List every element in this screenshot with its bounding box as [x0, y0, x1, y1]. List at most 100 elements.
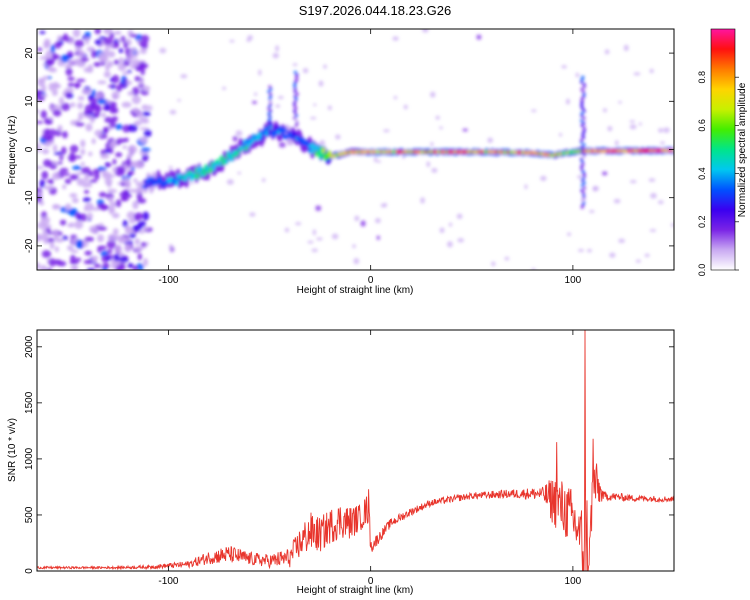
noise-blob	[41, 84, 47, 93]
noise-blob	[83, 189, 90, 194]
noise-blob	[141, 104, 149, 111]
noise-blob	[62, 172, 70, 176]
noise-blob	[613, 198, 621, 204]
noise-blob	[105, 205, 110, 210]
noise-blob	[107, 188, 118, 194]
spur-blob	[582, 143, 586, 147]
noise-blob	[114, 30, 122, 36]
ridge-core	[321, 147, 326, 154]
noise-blob	[67, 58, 73, 68]
noise-blob	[254, 92, 258, 96]
noise-blob	[128, 218, 136, 224]
noise-blob	[39, 179, 46, 188]
noise-blob	[140, 118, 150, 124]
noise-blob	[135, 181, 144, 187]
noise-blob	[40, 93, 48, 97]
noise-blob	[41, 170, 49, 180]
noise-blob	[37, 233, 42, 243]
noise-blob	[392, 36, 399, 41]
noise-blob	[75, 212, 80, 220]
ridge-core	[220, 155, 224, 161]
ridge-core	[198, 165, 202, 173]
noise-blob	[78, 111, 84, 121]
noise-blob	[476, 34, 482, 40]
noise-blob	[83, 259, 92, 265]
noise-blob	[115, 199, 122, 208]
noise-blob	[237, 171, 242, 175]
noise-blob	[420, 197, 425, 204]
ridge-core	[227, 150, 231, 156]
noise-blob	[169, 109, 177, 115]
noise-blob	[431, 167, 438, 173]
spectrogram-ridge-layer	[141, 70, 674, 209]
spur-blob	[581, 176, 586, 181]
spur-blob	[294, 123, 298, 127]
noise-blob	[115, 244, 122, 253]
noise-blob	[426, 161, 431, 168]
noise-blob	[39, 200, 45, 206]
colorbar-tick-label: 0.8	[697, 71, 707, 84]
noise-blob	[53, 151, 63, 156]
spur-blob	[579, 140, 584, 144]
spur-blob	[582, 116, 586, 120]
spur-blob	[582, 174, 587, 178]
snr-x-axis-label: Height of straight line (km)	[297, 585, 414, 596]
spur-blob	[267, 106, 271, 111]
noise-blob	[69, 102, 76, 108]
noise-blob	[657, 200, 664, 205]
noise-blob	[45, 59, 56, 64]
noise-blob	[504, 256, 510, 261]
spur-blob	[581, 90, 585, 94]
noise-blob	[129, 33, 138, 38]
noise-blob	[531, 109, 537, 113]
y-tick-label: 0	[24, 146, 35, 152]
noise-blob	[660, 141, 665, 145]
noise-blob	[37, 144, 42, 153]
ridge-core	[144, 183, 149, 189]
noise-blob	[95, 93, 104, 98]
noise-blob	[69, 174, 79, 181]
noise-blob	[307, 240, 314, 244]
noise-blob	[168, 165, 174, 169]
noise-blob	[76, 178, 86, 187]
spectrogram-x-ticks: -100 0 100	[158, 29, 582, 286]
spur-blob	[580, 104, 584, 108]
noise-blob	[229, 39, 235, 43]
noise-blob	[107, 84, 118, 89]
noise-blob	[62, 33, 69, 41]
noise-blob	[448, 222, 453, 227]
noise-blob	[139, 127, 150, 131]
spur-blob	[294, 75, 298, 79]
ridge-core	[244, 145, 248, 151]
colorbar-label: Normalized spectral amplitude	[737, 82, 748, 217]
noise-blob	[383, 129, 390, 133]
noise-blob	[111, 90, 120, 100]
noise-blob	[117, 236, 127, 244]
noise-blob	[66, 223, 75, 228]
noise-blob	[115, 170, 124, 177]
noise-blob	[64, 87, 74, 94]
snr-frame	[36, 329, 675, 572]
noise-blob	[67, 76, 75, 81]
noise-blob	[135, 188, 141, 195]
spur-blob	[268, 85, 272, 89]
spur-blob	[580, 111, 584, 115]
noise-blob	[143, 129, 152, 138]
noise-blob	[37, 47, 43, 52]
noise-blob	[66, 210, 76, 215]
noise-blob	[97, 203, 107, 210]
noise-blob	[97, 226, 107, 231]
noise-blob	[71, 197, 79, 204]
spur-blob	[580, 99, 584, 103]
noise-blob	[159, 47, 167, 54]
noise-blob	[118, 48, 124, 54]
spur-blob	[295, 121, 299, 125]
spur-blob	[581, 162, 585, 166]
spur-blob	[293, 87, 297, 91]
noise-blob	[112, 158, 117, 165]
noise-blob	[126, 211, 136, 220]
noise-blob	[53, 259, 62, 266]
noise-blob	[122, 145, 127, 150]
noise-blob	[127, 153, 133, 159]
noise-blob	[119, 191, 129, 197]
